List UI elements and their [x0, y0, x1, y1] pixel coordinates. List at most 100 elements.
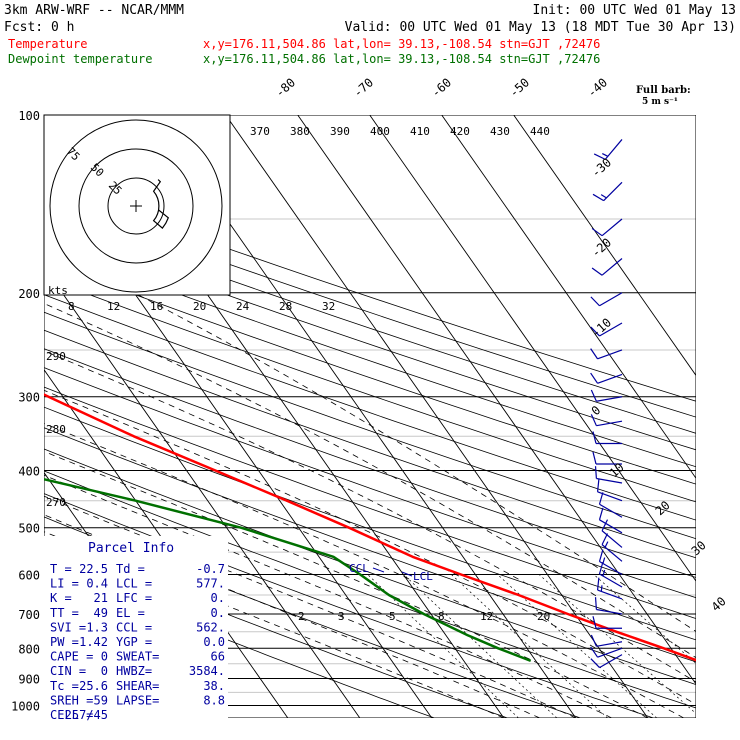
parcel-info-cell: CAPE = — [50, 650, 93, 664]
dry-adiabat — [44, 260, 696, 485]
wind-barb — [598, 561, 623, 588]
dry-adiabat — [44, 311, 696, 540]
theta-label: 370 — [250, 125, 270, 138]
wind-barb — [598, 507, 623, 534]
dry-adiabat — [44, 348, 696, 578]
parcel-info-cell: LI = — [50, 577, 79, 591]
parcel-info-cell: LCL = — [116, 577, 152, 591]
theta-label: 420 — [450, 125, 470, 138]
wind-barb — [593, 139, 623, 160]
parcel-info-cell: Tc = — [50, 679, 79, 693]
parcel-info-cell: HWBZ= — [116, 664, 152, 678]
isotherm-label: -70 — [351, 75, 376, 100]
parcel-info-cell: 21 — [94, 591, 108, 605]
parcel-info-cell: 25.6 — [79, 679, 108, 693]
hodograph-ring — [49, 119, 223, 293]
temperature-legend: Temperature — [8, 37, 87, 51]
wind-barb — [594, 466, 623, 484]
isotherm-label: 30 — [689, 538, 709, 558]
hodograph-speed-label: 24 — [236, 300, 250, 313]
pressure-tick-label: 100 — [18, 109, 40, 123]
isotherm — [297, 115, 696, 685]
dry-adiabat — [44, 244, 696, 468]
lcl-label: LCL — [413, 570, 433, 583]
dry-adiabat — [44, 386, 696, 619]
parcel-info-cell: EL = — [116, 606, 145, 620]
dry-adiabat — [44, 197, 696, 418]
mixing-ratio-label: 5 — [389, 610, 396, 623]
parcel-info-cell: SWEAT= — [116, 650, 159, 664]
isotherm — [441, 115, 696, 480]
moist-adiabat — [44, 389, 696, 705]
isotherm — [225, 115, 649, 718]
wind-barb — [590, 646, 623, 658]
parcel-info-cell: LFC = — [116, 591, 152, 605]
isotherm-label: -80 — [273, 75, 298, 100]
isotherm-label: -50 — [507, 75, 532, 100]
hodograph-unit-label: kts — [48, 284, 68, 297]
parcel-info-cell: LAPSE= — [116, 693, 159, 707]
mixing-ratio-line — [538, 574, 696, 714]
ccl-label: CCL — [349, 562, 369, 575]
isotherm-label: -30 — [589, 155, 614, 180]
hodograph-speed-label: 28 — [279, 300, 292, 313]
wind-barb — [592, 431, 622, 445]
hodograph-ring — [107, 177, 165, 235]
parcel-info-cell: Td = — [116, 562, 145, 576]
wind-barb — [590, 654, 623, 669]
wind-barb — [601, 533, 623, 562]
isotherm-label: -20 — [589, 235, 614, 260]
parcel-info-cell: 1.42 — [79, 635, 108, 649]
theta-label: 430 — [490, 125, 510, 138]
isotherm-label: -60 — [429, 75, 454, 100]
parcel-info-cell: T = — [50, 562, 72, 576]
left-theta-label: 270 — [46, 496, 66, 509]
wind-barb — [591, 258, 623, 276]
moist-adiabat — [44, 422, 684, 718]
mixing-ratio-label: 2 — [298, 610, 305, 623]
wind-barb — [590, 389, 623, 402]
valid-time: Valid: 00 UTC Wed 01 May 13 (18 MDT Tue … — [345, 20, 736, 35]
parcel-info-cell: 0 — [101, 650, 108, 664]
pressure-tick-label: 400 — [18, 465, 40, 479]
wind-barb — [598, 492, 623, 518]
parcel-info-cell: 562. — [196, 620, 225, 634]
parcel-info-cell: CELL = — [50, 708, 93, 722]
parcel-info-cell: 577. — [196, 577, 225, 591]
parcel-info-cell: 0. — [211, 591, 225, 605]
parcel-info-cell: 8.8 — [203, 693, 225, 707]
parcel-info-cell: K = — [50, 591, 72, 605]
hodograph-speed-label: 8 — [68, 300, 75, 313]
hodograph-speed-label: 32 — [322, 300, 335, 313]
parcel-info-cell: CCL = — [116, 620, 152, 634]
pressure-tick-label: 300 — [18, 391, 40, 405]
dry-adiabat — [44, 406, 696, 641]
wind-barb — [592, 451, 622, 465]
mixing-ratio-label: 8 — [438, 610, 445, 623]
dry-adiabat — [44, 565, 435, 718]
hodograph-ring — [78, 148, 194, 264]
left-theta-label: 290 — [46, 350, 66, 363]
sounding-profiles — [44, 393, 696, 662]
dry-adiabat — [44, 367, 696, 599]
wind-barb — [590, 372, 623, 384]
dry-adiabat — [44, 182, 696, 402]
pressure-tick-label: 200 — [18, 287, 40, 301]
mixing-ratio-label: 20 — [537, 610, 550, 623]
wind-barb — [590, 414, 623, 427]
hodograph-speed-label: 16 — [150, 300, 163, 313]
theta-label: 410 — [410, 125, 430, 138]
dewpoint-profile — [44, 477, 532, 662]
hodograph-speed-label: 20 — [193, 300, 206, 313]
pressure-tick-label: 700 — [18, 608, 40, 622]
moist-adiabat — [44, 495, 576, 718]
parcel-info-cell: SREH = — [50, 693, 93, 707]
wind-barb — [596, 577, 623, 600]
wind-barb — [601, 519, 623, 548]
parcel-info-cell: PW = — [50, 635, 79, 649]
parcel-info-title: Parcel Info — [88, 541, 174, 556]
mixing-ratio-line — [451, 574, 608, 718]
parcel-info-cell: 49 — [94, 606, 108, 620]
pressure-tick-label: 500 — [18, 522, 40, 536]
